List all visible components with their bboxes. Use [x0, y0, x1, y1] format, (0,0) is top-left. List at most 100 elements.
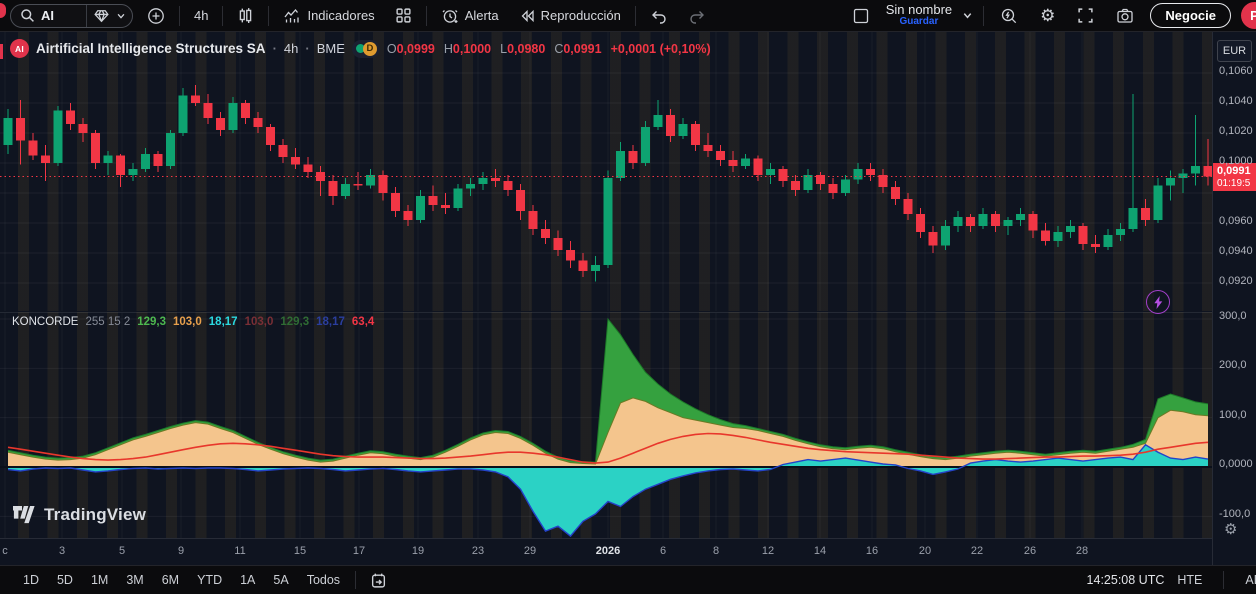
adjust-toggle[interactable]: ADJ [1245, 573, 1256, 587]
high-value: 0,1000 [452, 41, 492, 56]
rewind-icon [519, 8, 535, 24]
range-button-todos[interactable]: Todos [300, 570, 347, 590]
axis-tick-label: 0,1000 [1219, 155, 1253, 167]
open-value: 0,0999 [396, 41, 435, 56]
open-label: O [386, 41, 397, 56]
indicator-params: 255 15 2 [85, 316, 131, 328]
last-price-value: 0,0991 [1217, 165, 1251, 177]
range-button-5d[interactable]: 5D [50, 570, 80, 590]
range-button-1m[interactable]: 1M [84, 570, 115, 590]
layout-name-block[interactable]: Sin nombre Guardar [886, 3, 952, 27]
interval-button[interactable]: 4h [188, 4, 214, 27]
time-tick-label: 17 [352, 545, 366, 557]
axis-tick-label: 0,0000 [1219, 458, 1253, 470]
time-tick-label: 22 [970, 545, 984, 557]
time-tick-label: 14 [813, 545, 827, 557]
time-tick-label: 23 [471, 545, 485, 557]
plus-circle-icon [147, 7, 165, 25]
time-tick-label: 19 [411, 545, 425, 557]
axis-tick-label: 300,0 [1219, 310, 1247, 322]
settings-button[interactable]: ⚙ [1034, 3, 1061, 28]
low-value: 0,0980 [507, 41, 546, 56]
koncorde-value: 129,3 [280, 316, 310, 328]
symbol-search-box[interactable]: AI [10, 3, 133, 28]
koncorde-value: 129,3 [137, 316, 166, 328]
time-tick-label: 29 [523, 545, 537, 557]
alarm-clock-icon [441, 7, 459, 25]
layout-name[interactable]: Sin nombre [885, 2, 953, 18]
session-toggle[interactable]: HTE [1177, 573, 1203, 587]
save-link[interactable]: Guardar [899, 16, 939, 28]
bottombar-separator [1223, 571, 1225, 589]
utc-clock[interactable]: 14:25:08 UTC [1086, 573, 1165, 587]
chart-style-button[interactable] [231, 3, 260, 28]
koncorde-value: 63,4 [351, 316, 375, 328]
grid-icon [395, 7, 412, 24]
flash-boost-button[interactable] [1146, 290, 1170, 314]
symbol-logo[interactable]: AI [10, 39, 29, 58]
price-axis[interactable]: EUR 0,0991 01:19:5 ⚙ 0,1060 0,1040 0,1020 0… [1212, 32, 1256, 565]
axis-tick-label: 200,0 [1219, 359, 1247, 371]
indicators-icon [283, 7, 301, 25]
layout-button[interactable] [846, 3, 876, 29]
pane-settings-gear-icon[interactable]: ⚙ [1224, 521, 1238, 538]
clipped-toolbar-fragment [0, 3, 6, 18]
indicator-pane[interactable] [0, 312, 1212, 539]
alert-button[interactable]: Alerta [435, 3, 505, 29]
koncorde-value: 18,17 [208, 316, 238, 328]
symbol-search-value[interactable]: AI [41, 8, 54, 23]
range-button-1a[interactable]: 1A [233, 570, 262, 590]
axis-tick-label: 0,1040 [1219, 95, 1253, 107]
bottombar-right: 14:25:08 UTC HTE ADJ [1087, 571, 1256, 589]
price-pane[interactable] [0, 32, 1212, 311]
trade-button[interactable]: Negocie [1150, 3, 1231, 28]
tradingview-wordmark: TradingView [44, 505, 147, 524]
time-tick-label: 26 [1023, 545, 1037, 557]
toolbar-separator [425, 5, 427, 26]
last-price-badge: 0,0991 01:19:5 [1213, 163, 1256, 192]
gem-icon[interactable] [93, 7, 110, 24]
indicator-templates-button[interactable] [389, 3, 418, 28]
chart-plot: AI Airtificial Intelligence Structures S… [0, 32, 1212, 565]
replay-button[interactable]: Reproducción [513, 4, 627, 28]
undo-button[interactable] [644, 4, 674, 28]
symbol-title[interactable]: Airtificial Intelligence Structures SA [36, 41, 266, 56]
screenshot-button[interactable] [1110, 3, 1140, 29]
gear-icon: ⚙ [1040, 6, 1056, 25]
time-tick-label: 2026 [595, 545, 621, 557]
currency-button[interactable]: EUR [1217, 40, 1252, 62]
publish-button[interactable]: P [1241, 2, 1256, 29]
add-symbol-button[interactable] [141, 3, 171, 29]
market-status-pill[interactable]: D [351, 39, 380, 58]
range-button-ytd[interactable]: YTD [190, 570, 229, 590]
symbol-exchange[interactable]: BME [316, 41, 345, 56]
time-tick-label: c [2, 545, 8, 557]
symbol-interval[interactable]: 4h [283, 41, 299, 56]
range-button-1d[interactable]: 1D [16, 570, 46, 590]
candles-icon [237, 7, 254, 24]
daily-data-badge: D [362, 41, 377, 56]
fullscreen-button[interactable] [1071, 3, 1100, 28]
range-button-6m[interactable]: 6M [155, 570, 186, 590]
fullscreen-icon [1077, 7, 1094, 24]
range-button-5a[interactable]: 5A [266, 570, 295, 590]
dot-separator: · [272, 41, 277, 56]
toolbar-separator [983, 5, 985, 26]
indicator-pane-canvas[interactable] [0, 313, 1212, 539]
tradingview-logo[interactable]: TradingView [13, 505, 146, 525]
chevron-down-icon[interactable] [116, 11, 126, 21]
range-button-3m[interactable]: 3M [119, 570, 150, 590]
symbol-legend: AI Airtificial Intelligence Structures S… [10, 39, 711, 58]
price-pane-canvas[interactable] [0, 32, 1212, 311]
indicator-name[interactable]: KONCORDE [12, 316, 79, 328]
toolbar-separator [268, 5, 270, 26]
time-axis[interactable]: c 3 5 9 11 15 17 19 23 29 2026 6 8 12 14 16 20 22 26 28 [0, 538, 1212, 565]
quick-search-button[interactable] [994, 3, 1024, 29]
goto-date-button[interactable] [364, 568, 393, 593]
search-icon [20, 8, 35, 23]
indicators-button[interactable]: Indicadores [277, 3, 380, 29]
time-tick-label: 16 [865, 545, 879, 557]
redo-button[interactable] [682, 4, 712, 28]
chevron-down-icon[interactable] [962, 10, 973, 21]
